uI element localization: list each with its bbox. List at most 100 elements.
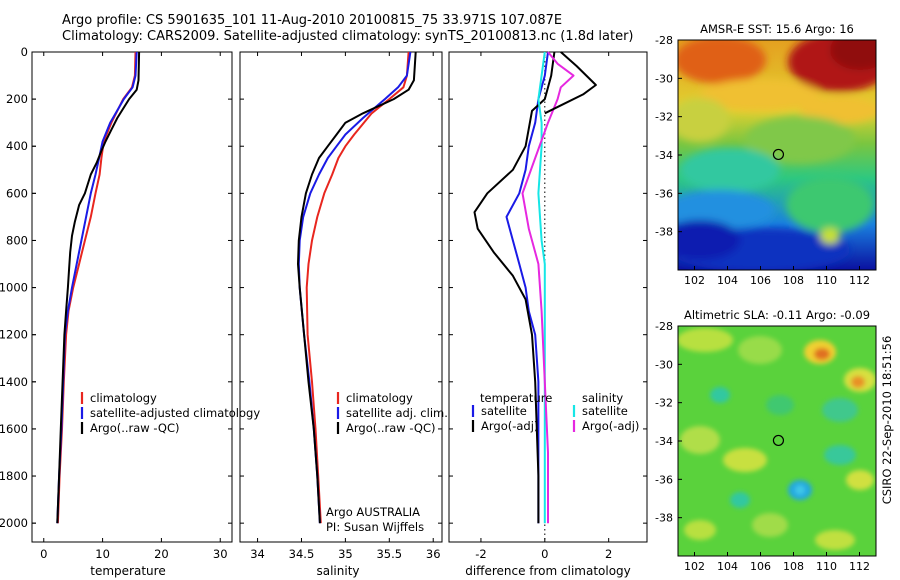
legend-label-argo: Argo(..raw -QC) [90, 421, 180, 435]
map-y-tick-label: -30 [655, 72, 673, 85]
csiro-timestamp: CSIRO 22-Sep-2010 18:51:56 [880, 336, 894, 505]
x-tick-label: 35 [338, 547, 353, 561]
map-x-tick-label: 104 [717, 274, 738, 287]
map-x-tick-label: 106 [750, 274, 771, 287]
difference-xlabel: difference from climatology [465, 564, 631, 578]
series-line-argo-adj-temperature-spike [544, 51, 597, 115]
legend-label-temp-satellite: satellite [481, 404, 527, 418]
depth-tick-label: 1600 [0, 422, 28, 436]
salinity-ticks: 34 34.5 35 35.5 36 [240, 51, 442, 561]
map-x-tick-label: 112 [849, 274, 870, 287]
legend-label-climatology: climatology [346, 391, 413, 405]
series-line-climatology [56, 51, 137, 524]
argo-program-label: Argo AUSTRALIA [326, 505, 420, 519]
sst-heatmap [678, 40, 876, 270]
x-tick-label: 0 [541, 547, 548, 561]
sla-map-title: Altimetric SLA: -0.11 Argo: -0.09 [684, 308, 870, 322]
x-tick-label: 30 [213, 547, 228, 561]
series-line-argo-raw-qc- [297, 51, 417, 524]
depth-tick-label: 800 [6, 233, 28, 247]
title-line-1: Argo profile: CS 5901635_101 11-Aug-2010… [62, 13, 562, 28]
map-x-tick-label: 106 [750, 560, 771, 573]
map-y-tick-label: -28 [655, 320, 673, 333]
series-line-satellite-adjusted-climatology [56, 51, 138, 524]
series-line-argo-adj- [521, 51, 575, 524]
x-tick-label: 0 [40, 547, 47, 561]
sst-map-ticks: 102 104 106 108 110 112 -28 -30 -32 -34 -36 -38 [655, 34, 870, 287]
map-y-tick-label: -32 [655, 111, 673, 124]
series-line-satellite [505, 51, 549, 524]
pi-label: PI: Susan Wijffels [326, 520, 424, 534]
x-tick-label: 20 [154, 547, 169, 561]
legend-label-sal-argo: Argo(-adj) [582, 419, 639, 433]
legend-header-temperature: temperature [480, 391, 552, 405]
legend-label-satellite: satellite adj. clim. [346, 406, 448, 420]
map-y-tick-label: -32 [655, 397, 673, 410]
sst-map-title: AMSR-E SST: 15.6 Argo: 16 [700, 22, 854, 36]
series-line-climatology [305, 51, 410, 524]
sla-heatmap [678, 326, 876, 556]
depth-tick-label: 1200 [0, 328, 28, 342]
map-x-tick-label: 104 [717, 560, 738, 573]
salinity-lines [297, 51, 417, 524]
temperature-lines [56, 51, 141, 524]
argo-location-marker [772, 434, 785, 447]
map-x-tick-label: 102 [684, 274, 705, 287]
depth-tick-label: 200 [6, 92, 28, 106]
x-tick-label: -2 [475, 547, 486, 561]
depth-tick-label: 2000 [0, 516, 28, 530]
legend-label-satellite: satellite-adjusted climatology [90, 406, 260, 420]
x-tick-label: 34.5 [289, 547, 315, 561]
map-x-tick-label: 110 [816, 560, 837, 573]
salinity-legend: climatology satellite adj. clim. Argo(..… [336, 391, 448, 435]
temperature-ticks: 0 10 20 30 [32, 51, 232, 561]
depth-tick-label: 600 [6, 186, 28, 200]
map-y-tick-label: -36 [655, 473, 673, 486]
x-tick-label: 35.5 [376, 547, 402, 561]
temperature-axes [31, 51, 233, 543]
salinity-xlabel: salinity [316, 564, 359, 578]
salinity-panel: 34 34.5 35 35.5 36 salinity climatology sate… [239, 51, 448, 578]
map-y-tick-label: -34 [655, 435, 673, 448]
depth-ticks: 0 200 400 600 800 1000 1200 1400 1600 1800 2000 [0, 45, 36, 530]
map-x-tick-label: 108 [783, 560, 804, 573]
map-y-tick-label: -28 [655, 34, 673, 47]
x-tick-label: 10 [95, 547, 110, 561]
map-x-tick-label: 112 [849, 560, 870, 573]
map-y-tick-label: -34 [655, 149, 673, 162]
series-line-argo-adj- [473, 51, 556, 524]
salinity-axes [239, 51, 443, 543]
difference-legend: temperature satellite Argo(-adj) salinit… [471, 391, 639, 433]
sla-map-panel: Altimetric SLA: -0.11 Argo: -0.09 [655, 308, 877, 573]
temperature-xlabel: temperature [90, 564, 165, 578]
argo-location-marker [772, 148, 785, 161]
map-y-tick-label: -38 [655, 226, 673, 239]
legend-label-climatology: climatology [90, 391, 157, 405]
temperature-legend: climatology satellite-adjusted climatolo… [80, 391, 260, 435]
legend-header-salinity: salinity [582, 391, 623, 405]
depth-tick-label: 1400 [0, 375, 28, 389]
depth-tick-label: 400 [6, 139, 28, 153]
x-tick-label: 36 [426, 547, 441, 561]
map-y-tick-label: -30 [655, 358, 673, 371]
legend-label-temp-argo: Argo(-adj) [481, 419, 538, 433]
depth-tick-label: 1000 [0, 281, 28, 295]
map-y-tick-label: -36 [655, 187, 673, 200]
sst-map-panel: AMSR-E SST: 15.6 Argo: 16 102 104 106 108 11… [655, 22, 877, 287]
x-tick-label: 2 [605, 547, 612, 561]
map-x-tick-label: 102 [684, 560, 705, 573]
difference-lines [473, 51, 597, 524]
temperature-panel: 0 200 400 600 800 1000 1200 1400 1600 1800 2000 0 1… [0, 45, 260, 578]
difference-panel: -2 0 2 difference from climatology tempera… [448, 51, 648, 578]
map-x-tick-label: 110 [816, 274, 837, 287]
legend-label-sal-satellite: satellite [582, 404, 628, 418]
map-y-tick-label: -38 [655, 512, 673, 525]
depth-tick-label: 1800 [0, 469, 28, 483]
series-line-argo-raw-qc- [56, 51, 141, 524]
x-tick-label: 34 [250, 547, 265, 561]
map-x-tick-label: 108 [783, 274, 804, 287]
sla-map-ticks: 102 104 106 108 110 112 -28 -30 -32 -34 -36 -38 [655, 320, 870, 573]
legend-label-argo: Argo(..raw -QC) [346, 421, 436, 435]
depth-tick-label: 0 [21, 45, 28, 59]
